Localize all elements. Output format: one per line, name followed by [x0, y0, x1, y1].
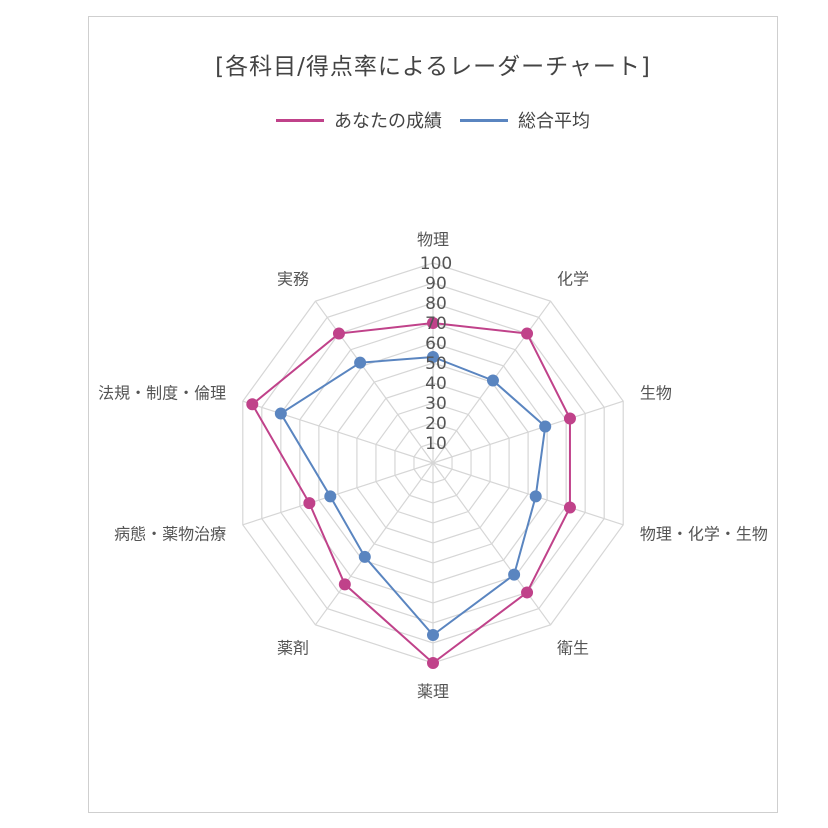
series-1-point-6[interactable]	[358, 550, 371, 563]
spoke-9	[314, 300, 434, 464]
series-0-point-4[interactable]	[521, 586, 534, 599]
tick-label-20: 20	[425, 414, 447, 434]
series-1-point-1[interactable]	[486, 374, 499, 387]
spoke-7	[242, 462, 434, 526]
spoke-8	[242, 400, 434, 464]
series-0-point-7[interactable]	[303, 497, 316, 510]
axis-label-9: 実務	[277, 270, 309, 289]
series-1-point-5[interactable]	[427, 629, 439, 641]
axis-label-8: 法規・制度・倫理	[98, 384, 226, 403]
series-1-point-4[interactable]	[508, 568, 521, 581]
series-0-point-8[interactable]	[246, 398, 259, 411]
tick-label-80: 80	[425, 294, 447, 314]
series-0-point-5[interactable]	[427, 657, 439, 669]
series-0-point-0[interactable]	[427, 317, 439, 329]
series-0-point-6[interactable]	[338, 578, 351, 591]
tick-label-90: 90	[425, 274, 447, 294]
tick-label-30: 30	[425, 394, 447, 414]
axis-label-5: 薬理	[417, 682, 449, 701]
tick-label-70: 70	[425, 314, 447, 334]
tick-label-60: 60	[425, 334, 447, 354]
spoke-4	[432, 462, 552, 626]
legend-label-you: あなたの成績	[334, 111, 442, 132]
series-1-point-7[interactable]	[324, 490, 337, 503]
axis-label-3: 物理・化学・生物	[640, 524, 768, 543]
axis-label-7: 病態・薬物治療	[114, 524, 226, 543]
spoke-2	[432, 400, 624, 464]
series-1-point-3[interactable]	[529, 490, 542, 503]
legend-label-average: 総合平均	[518, 111, 590, 132]
series-1-point-9[interactable]	[354, 356, 367, 369]
series-1-point-8[interactable]	[274, 407, 287, 420]
chart-title: [各科目/得点率によるレーダーチャート]	[215, 54, 651, 80]
axis-label-0: 物理	[417, 230, 449, 249]
tick-label-40: 40	[425, 374, 447, 394]
spoke-3	[432, 462, 624, 526]
tick-label-50: 50	[425, 354, 447, 374]
radar-series	[246, 317, 576, 669]
axis-label-2: 生物	[640, 384, 672, 403]
axis-label-4: 衛生	[557, 638, 589, 657]
series-0-point-9[interactable]	[332, 327, 345, 340]
series-0-point-2[interactable]	[563, 412, 576, 425]
legend-swatch-average	[460, 118, 508, 122]
legend-swatch-you	[276, 118, 324, 122]
legend-item-you[interactable]: あなたの成績	[276, 107, 442, 133]
series-1-point-2[interactable]	[539, 420, 552, 433]
axis-label-6: 薬剤	[277, 638, 309, 657]
tick-label-10: 10	[425, 434, 447, 454]
spoke-6	[314, 462, 434, 626]
axis-label-1: 化学	[557, 270, 589, 289]
tick-label-100: 100	[420, 254, 452, 274]
series-0-point-3[interactable]	[563, 501, 576, 514]
legend-item-average[interactable]: 総合平均	[460, 107, 590, 133]
series-0-point-1[interactable]	[521, 327, 534, 340]
series-1-point-0[interactable]	[427, 351, 439, 363]
chart-legend: あなたの成績 総合平均	[89, 107, 777, 133]
